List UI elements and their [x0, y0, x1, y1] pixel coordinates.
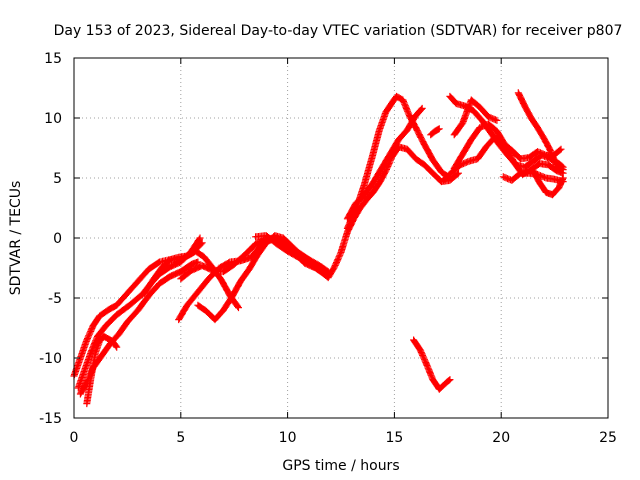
- y-tick-label: -15: [39, 411, 62, 427]
- x-tick-label: 10: [279, 430, 297, 446]
- series-track-8: [194, 232, 330, 324]
- series-track-16: [514, 89, 567, 174]
- x-tick-label: 5: [176, 430, 185, 446]
- data-markers: [450, 96, 501, 139]
- data-markers: [76, 258, 202, 398]
- series-track-4: [76, 258, 202, 398]
- y-tick-label: 15: [44, 51, 62, 67]
- series-track-19: [427, 125, 443, 139]
- series-track-14: [446, 92, 567, 171]
- y-axis-label: SDTVAR / TECUs: [8, 181, 24, 296]
- series-track-17: [529, 167, 567, 199]
- x-tick-label: 15: [385, 430, 403, 446]
- data-markers: [427, 125, 443, 139]
- data-markers: [343, 104, 426, 223]
- series-track-18: [450, 96, 501, 139]
- y-tick-label: 5: [53, 171, 62, 187]
- y-tick-label: 10: [44, 111, 62, 127]
- data-markers: [194, 232, 330, 324]
- data-markers: [514, 89, 567, 174]
- x-axis-label: GPS time / hours: [282, 458, 399, 474]
- x-tick-label: 0: [70, 430, 79, 446]
- grid: [74, 58, 608, 418]
- data-markers: [410, 336, 454, 393]
- chart-title: Day 153 of 2023, Sidereal Day-to-day VTE…: [54, 23, 623, 39]
- data-markers: [446, 92, 567, 171]
- y-tick-label: -5: [48, 291, 62, 307]
- x-tick-label: 20: [492, 430, 510, 446]
- x-tick-label: 25: [599, 430, 617, 446]
- y-tick-label: 0: [53, 231, 62, 247]
- series-track-20: [410, 336, 454, 393]
- data-points: [70, 89, 567, 408]
- axis-ticks: 0 5 10 15 20 25 -15 -10 -5 0 5 10 15: [39, 51, 617, 446]
- data-markers: [529, 167, 567, 199]
- series-track-11: [343, 104, 426, 223]
- y-tick-label: -10: [39, 351, 62, 367]
